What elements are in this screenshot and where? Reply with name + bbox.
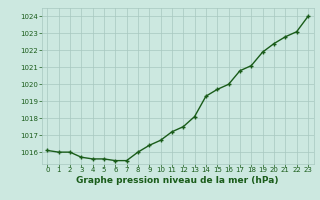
X-axis label: Graphe pression niveau de la mer (hPa): Graphe pression niveau de la mer (hPa) xyxy=(76,176,279,185)
